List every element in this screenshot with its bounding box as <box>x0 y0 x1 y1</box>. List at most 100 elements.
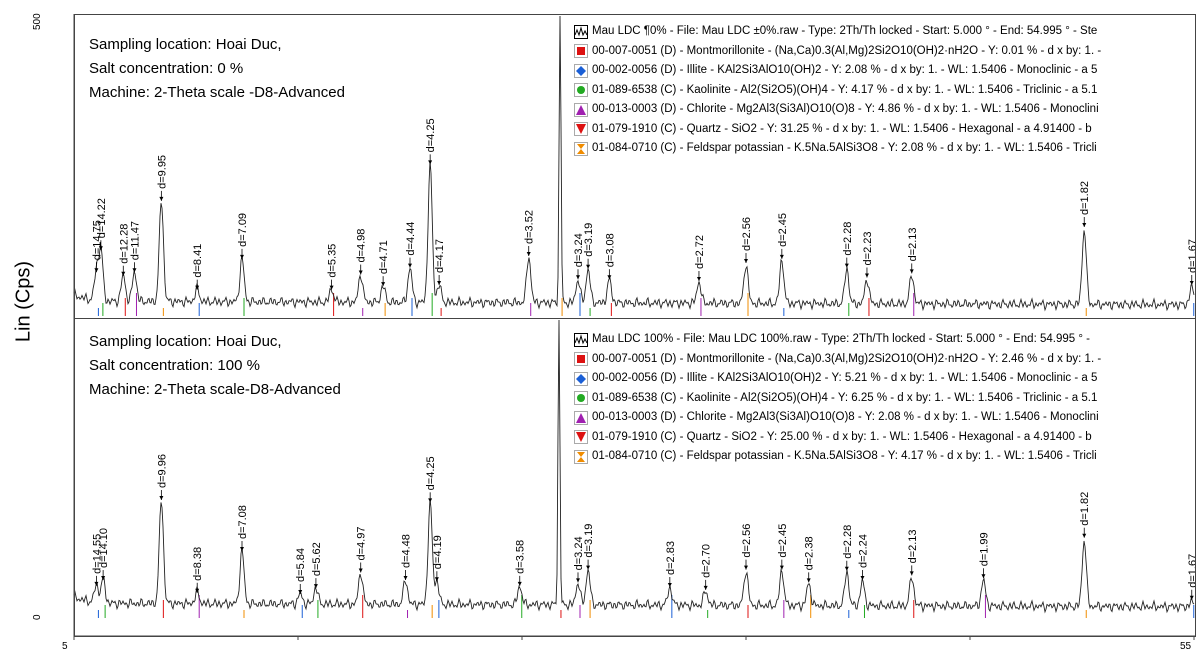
peak-d-label: d=3.19 <box>583 223 595 257</box>
peak-d-label: d=5.62 <box>311 542 323 576</box>
legend-text: 00-013-0003 (D) - Chlorite - Mg2Al3(Si3A… <box>592 411 1099 423</box>
square-marker-icon <box>574 352 588 367</box>
peak-marker-arrow <box>358 568 363 573</box>
legend-text: Mau LDC 100% - File: Mau LDC 100%.raw - … <box>592 333 1090 345</box>
peak-marker-arrow <box>132 268 137 273</box>
legend-text: 00-007-0051 (D) - Montmorillonite - (Na,… <box>592 44 1102 57</box>
peak-d-label: d=14.55 <box>91 534 103 574</box>
peak-marker-arrow <box>381 282 386 287</box>
peak-marker-arrow <box>1189 595 1194 600</box>
info-line: Sampling location: Hoai Duc, <box>89 36 282 53</box>
peak-d-label: d=4.17 <box>434 239 446 273</box>
peak-marker-arrow <box>428 498 433 503</box>
triangle-up-marker-icon <box>574 102 588 117</box>
peak-marker-arrow <box>1082 533 1087 538</box>
peak-d-label: d=2.23 <box>862 232 874 266</box>
peak-marker-arrow <box>1189 281 1194 285</box>
peak-d-label: d=2.70 <box>701 544 713 578</box>
peak-marker-arrow <box>159 196 164 201</box>
peak-marker-arrow <box>1082 223 1087 227</box>
peak-d-label: d=2.56 <box>741 217 753 251</box>
legend-text: 01-084-0710 (C) - Feldspar potassian - K… <box>592 450 1097 462</box>
info-line: Salt concentration: 100 % <box>89 357 260 374</box>
peak-marker-arrow <box>195 588 200 593</box>
peak-marker-arrow <box>313 584 318 589</box>
peak-marker-arrow <box>98 246 103 251</box>
x-tick-right: 55 <box>1180 641 1192 652</box>
legend-row: 01-079-1910 (C) - Quartz - SiO2 - Y: 31.… <box>574 120 1194 140</box>
info-box-bottom: Sampling location: Hoai Duc, Salt concen… <box>89 330 341 402</box>
peak-marker-arrow <box>703 585 708 590</box>
peak-marker-arrow <box>195 285 200 290</box>
peak-d-label: d=5.84 <box>295 548 307 582</box>
peak-marker-arrow <box>159 496 164 500</box>
triangle-down-marker-icon <box>574 122 588 137</box>
legend-row: Mau LDC ¶0% - File: Mau LDC ±0%.raw - Ty… <box>574 22 1194 42</box>
legend-row: 01-084-0710 (C) - Feldspar potassian - K… <box>574 447 1194 467</box>
peak-marker-arrow <box>744 258 748 263</box>
trace-marker-icon <box>574 332 588 347</box>
legend-text: 00-013-0003 (D) - Chlorite - Mg2Al3(Si3A… <box>592 103 1099 115</box>
legend-text: 01-084-0710 (C) - Feldspar potassian - K… <box>592 142 1097 154</box>
legend-text: 01-089-6538 (C) - Kaolinite - Al2(Si2O5)… <box>592 83 1098 96</box>
peak-d-label: d=2.45 <box>777 213 789 247</box>
peak-marker-arrow <box>586 264 591 269</box>
peak-d-label: d=1.67 <box>1187 554 1198 588</box>
triangle-down-marker-icon <box>574 430 588 445</box>
peak-marker-arrow <box>437 281 442 285</box>
peak-d-label: d=2.72 <box>694 235 706 269</box>
peak-marker-arrow <box>667 583 672 587</box>
peak-marker-arrow <box>517 581 522 586</box>
legend-text: 00-007-0051 (D) - Montmorillonite - (Na,… <box>592 352 1102 365</box>
legend-top: Mau LDC ¶0% - File: Mau LDC ±0%.raw - Ty… <box>574 22 1194 159</box>
legend-text: 00-002-0056 (D) - Illite - KAl2Si3AlO10(… <box>592 372 1098 384</box>
peak-marker-arrow <box>864 273 869 278</box>
peak-marker-arrow <box>428 160 433 165</box>
peak-d-label: d=14.22 <box>96 198 108 238</box>
peak-d-label: d=3.19 <box>583 524 595 558</box>
panel-frame-bottom <box>74 318 1196 637</box>
hourglass-marker-icon <box>574 449 588 464</box>
peak-d-label: d=1.99 <box>978 532 990 566</box>
legend-row: 00-007-0051 (D) - Montmorillonite - (Na,… <box>574 42 1194 62</box>
circle-marker-icon <box>574 83 588 98</box>
legend-row: 00-007-0051 (D) - Montmorillonite - (Na,… <box>574 350 1194 370</box>
peak-d-label: d=14.10 <box>98 528 110 568</box>
peak-marker-arrow <box>779 254 784 259</box>
legend-row: 01-079-1910 (C) - Quartz - SiO2 - Y: 25.… <box>574 428 1194 448</box>
peak-d-label: d=7.09 <box>237 213 249 247</box>
trace-marker-icon <box>574 24 588 39</box>
peak-marker-arrow <box>329 285 334 290</box>
peak-d-label: d=2.45 <box>777 524 789 558</box>
peak-marker-arrow <box>844 263 849 268</box>
peak-marker-arrow <box>408 263 412 268</box>
info-line: Machine: 2-Theta scale -D8-Advanced <box>89 84 345 101</box>
legend-text: 01-079-1910 (C) - Quartz - SiO2 - Y: 25.… <box>592 430 1092 443</box>
peak-marker-arrow <box>607 275 612 280</box>
peak-d-label: d=5.35 <box>327 244 339 278</box>
diamond-marker-icon <box>574 63 588 78</box>
peak-d-label: d=4.25 <box>425 456 437 490</box>
info-line: Sampling location: Hoai Duc, <box>89 333 282 350</box>
info-box-top: Sampling location: Hoai Duc, Salt concen… <box>89 33 345 105</box>
peak-marker-arrow <box>860 576 865 581</box>
peak-d-label: d=4.19 <box>432 535 444 569</box>
peak-d-label: d=4.97 <box>356 527 368 561</box>
peak-d-label: d=9.95 <box>156 155 168 189</box>
peak-marker-arrow <box>94 268 99 273</box>
diffraction-trace <box>73 319 1195 614</box>
legend-row: 00-013-0003 (D) - Chlorite - Mg2Al3(Si3A… <box>574 100 1194 120</box>
peak-d-label: d=4.48 <box>401 534 413 568</box>
peak-d-label: d=2.83 <box>665 541 677 575</box>
legend-row: 01-089-6538 (C) - Kaolinite - Al2(Si2O5)… <box>574 81 1194 101</box>
info-line: Salt concentration: 0 % <box>89 60 244 77</box>
peak-marker-arrow <box>101 576 106 581</box>
peak-d-label: d=2.13 <box>907 227 919 261</box>
peak-d-label: d=1.82 <box>1079 181 1091 215</box>
peak-marker-arrow <box>696 276 701 281</box>
peak-marker-arrow <box>240 547 244 552</box>
peak-d-label: d=2.56 <box>741 524 753 558</box>
triangle-up-marker-icon <box>574 410 588 425</box>
